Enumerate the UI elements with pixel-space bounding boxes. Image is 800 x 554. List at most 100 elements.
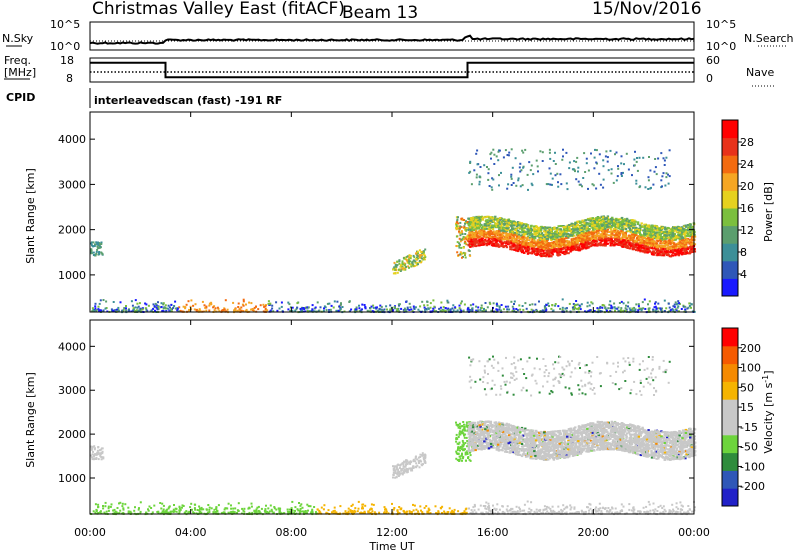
echo-cell [461,252,463,255]
echo-cell [648,230,651,233]
echo-cell [97,241,99,244]
echo-cell [658,227,661,230]
echo-cell [635,228,638,231]
echo-cell [471,309,474,312]
echo-cell [634,240,637,243]
echo-cell [223,308,226,311]
echo-cell [498,232,501,235]
echo-cell [418,261,421,264]
echo-cell [538,246,541,249]
echo-cell [458,228,461,231]
echo-cell [652,253,655,256]
echo-cell [674,228,677,231]
echo-cell [649,236,652,238]
echo-cell [635,182,638,185]
echo-cell [669,250,672,253]
echo-cell [658,233,661,236]
echo-cell [663,231,666,233]
echo-cell [677,300,680,303]
echo-cell [652,235,656,238]
echo-cell [573,243,576,246]
echo-cell [455,225,458,228]
echo-cell [633,221,636,224]
echo-cell [621,235,624,238]
echo-cell [452,309,455,312]
echo-cell [690,250,693,253]
echo-cell [205,305,208,308]
echo-cell [568,167,571,170]
echo-cell [661,175,664,178]
echo-cell [174,300,177,303]
echo-cell [459,231,462,234]
echo-cell [617,235,621,238]
echo-cell [204,306,207,309]
echo-cell [661,307,663,310]
echo-cell [633,229,637,232]
echo-cell [643,240,646,243]
echo-cell [556,244,560,247]
echo-cell [471,234,475,236]
echo-cell [562,233,565,236]
echo-cell [478,231,481,234]
echo-cell [609,221,612,224]
echo-cell [685,228,688,231]
echo-cell [622,302,625,305]
echo-cell [512,237,515,240]
echo-cell [628,234,631,237]
echo-cell [90,250,93,253]
echo-cell [591,243,594,246]
echo-cell [617,167,620,170]
echo-cell [678,310,680,313]
echo-cell [529,244,533,247]
echo-cell [555,240,559,243]
echo-cell [510,177,513,180]
echo-cell [603,304,606,307]
echo-cell [637,303,640,306]
echo-cell [496,233,500,236]
echo-cell [574,239,578,242]
echo-cell [564,240,567,243]
echo-cell [575,221,578,224]
echo-cell [468,228,471,231]
echo-cell [640,225,643,228]
echo-cell [147,304,150,307]
echo-cell [581,239,584,241]
echo-cell [506,187,509,190]
echo-cell [485,242,488,245]
echo-cell [678,234,681,237]
echo-cell [660,231,663,233]
echo-cell [575,303,577,306]
echo-cell [615,217,618,220]
echo-cell [420,254,423,257]
echo-cell [538,300,540,303]
echo-cell [611,234,614,236]
echo-cell [593,310,596,312]
echo-cell [595,233,598,236]
echo-cell [469,228,473,231]
echo-cell [134,310,137,312]
echo-cell [509,248,512,251]
echo-cell [542,250,545,253]
echo-cell [485,234,488,237]
echo-cell [567,235,570,238]
echo-cell [670,241,673,244]
echo-cell [604,220,608,223]
echo-cell [584,246,587,249]
echo-cell [600,238,604,240]
echo-cell [588,309,591,312]
echo-cell [627,236,630,239]
echo-cell [502,246,505,249]
echo-cell [513,240,517,243]
echo-cell [666,226,670,229]
echo-cell [515,308,518,310]
echo-cell [236,309,239,312]
echo-cell [538,236,541,239]
echo-cell [136,306,139,309]
echo-cell [625,222,628,225]
echo-cell [619,243,622,246]
echo-cell [497,221,501,224]
echo-cell [414,260,417,263]
echo-cell [688,235,692,238]
echo-cell [590,238,594,240]
echo-cell [415,257,418,260]
